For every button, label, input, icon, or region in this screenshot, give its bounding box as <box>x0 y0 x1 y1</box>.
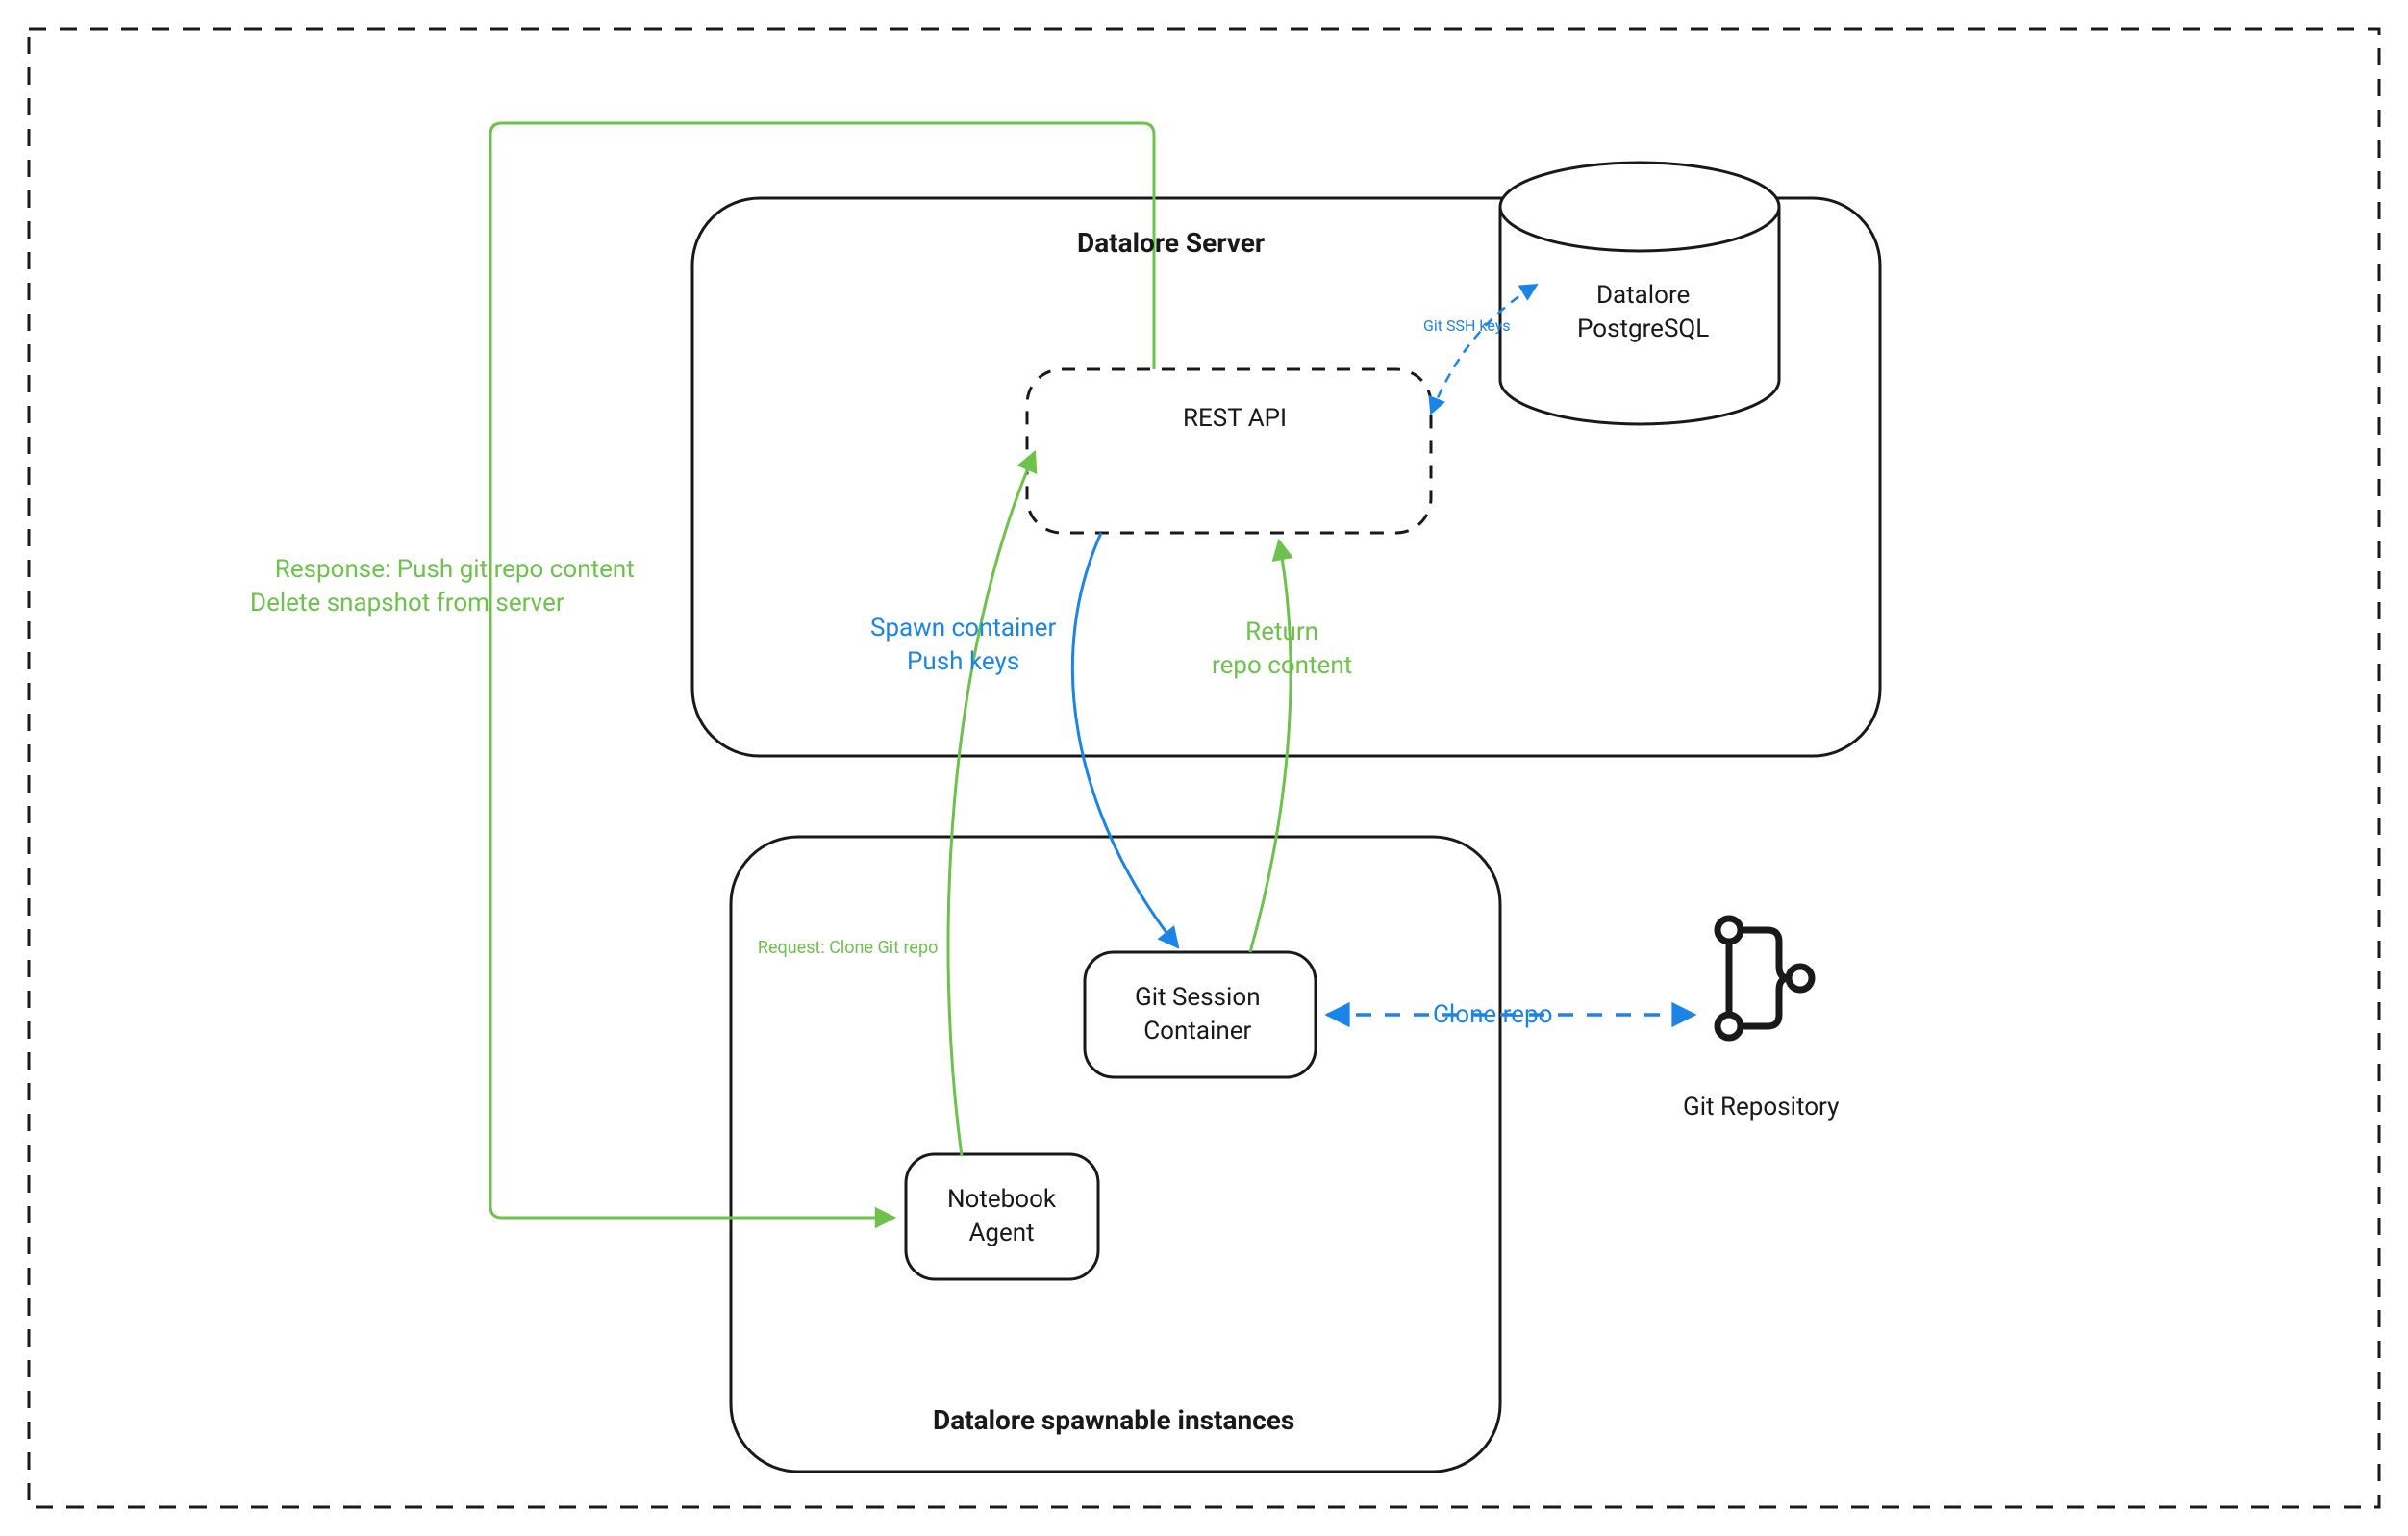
edge-return-label: Return repo content <box>1212 616 1352 683</box>
edge-ssh-keys-label: Git SSH keys <box>1423 315 1511 337</box>
spawn-title: Datalore spawnable instances <box>933 1402 1294 1439</box>
git-repo-icon <box>1718 919 1812 1038</box>
git-repo-label: Git Repository <box>1683 1091 1839 1124</box>
edge-request-label-rest: Clone Git repo <box>825 938 939 958</box>
server-title: Datalore Server <box>1077 225 1265 262</box>
edge-clone-label: Clone repo <box>1433 998 1552 1032</box>
notebook-agent-label: Notebook Agent <box>947 1183 1056 1250</box>
rest-api-node <box>1027 369 1431 533</box>
diagram-stage: Datalore Server Datalore spawnable insta… <box>0 0 2408 1536</box>
git-session-label: Git Session Container <box>1135 981 1261 1048</box>
db-label: Datalore PostgreSQL <box>1577 279 1709 346</box>
edge-response-label-prefix: Response: <box>275 555 391 584</box>
rest-api-label: REST API <box>1183 402 1287 436</box>
edge-request-label: Request: Clone Git repo <box>740 914 938 984</box>
edge-spawn-label: Spawn container Push keys <box>870 612 1056 679</box>
edge-request-label-prefix: Request: <box>758 938 825 958</box>
edge-response-label: Response: Push git repo content Delete s… <box>250 519 635 654</box>
